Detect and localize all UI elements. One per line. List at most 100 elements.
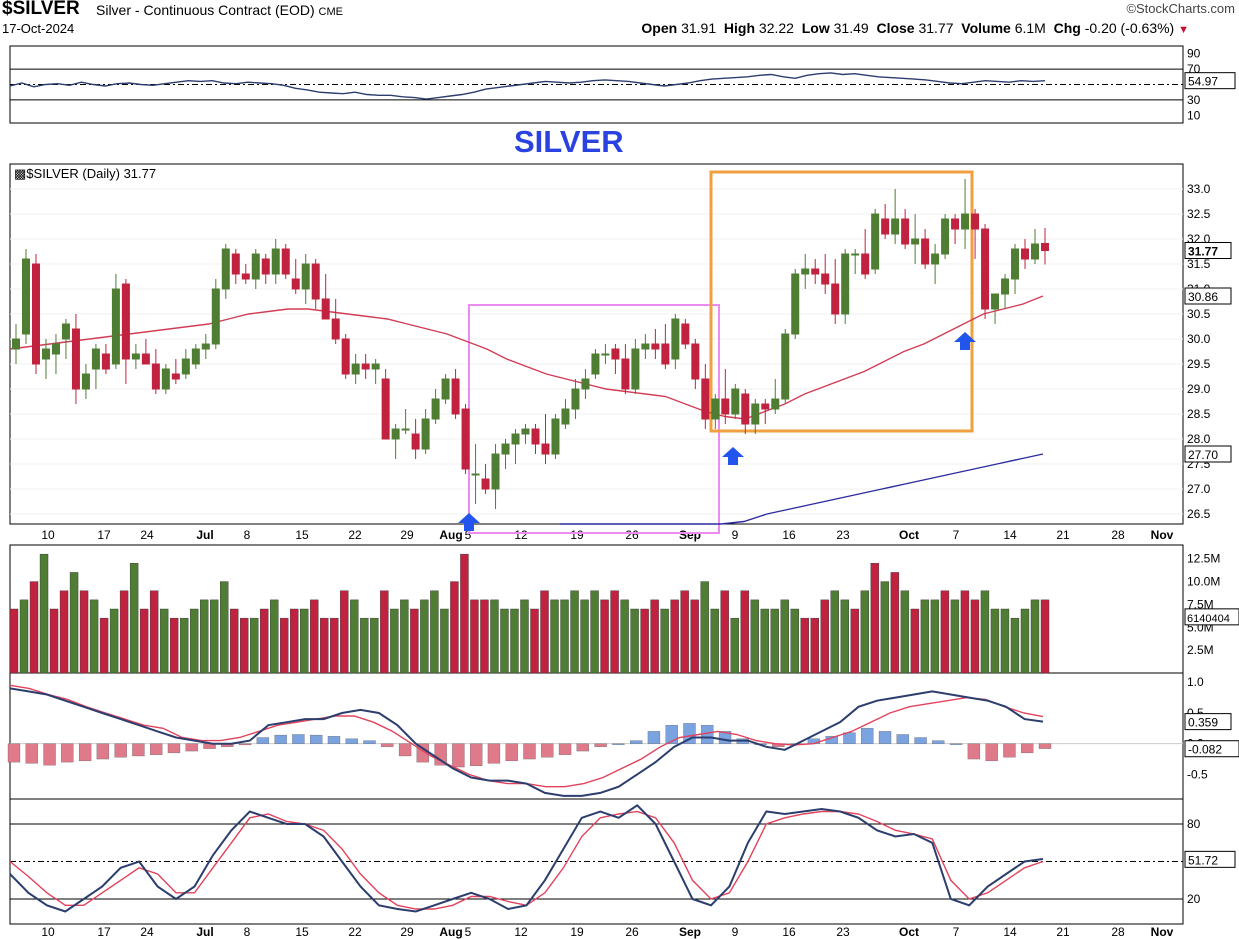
bottom-x-tick-label: 17 xyxy=(97,925,111,939)
candle-body xyxy=(661,343,670,365)
candle-body xyxy=(731,388,740,415)
brand-logo[interactable]: ©StockCharts.com xyxy=(1126,1,1235,16)
macd-histogram-bar xyxy=(878,731,892,744)
candle-body xyxy=(801,268,810,275)
stoch-value-tag-label: 51.72 xyxy=(1188,853,1218,867)
price-value-tag-label: 31.77 xyxy=(1188,245,1218,259)
volume-bar xyxy=(330,617,339,674)
volume-bar xyxy=(950,599,960,674)
volume-bar xyxy=(360,617,369,674)
candle-body xyxy=(891,218,900,235)
candle-body xyxy=(851,253,860,256)
volume-bar xyxy=(940,590,950,674)
macd-histogram-bar xyxy=(541,743,554,758)
candle-body xyxy=(331,318,340,340)
volume-bar xyxy=(910,608,920,674)
candle-body xyxy=(931,253,940,265)
macd-histogram-bar xyxy=(61,743,74,763)
price-tick-label: 33.0 xyxy=(1187,182,1211,196)
volume-bar xyxy=(1010,617,1020,674)
candle-body xyxy=(41,348,50,360)
candle-body xyxy=(341,338,350,375)
volume-bar xyxy=(990,608,1000,674)
candle-body xyxy=(771,398,780,410)
candle-body xyxy=(151,363,160,390)
bottom-x-tick-label: 23 xyxy=(836,925,850,939)
candle-body xyxy=(811,268,820,275)
volume-bar xyxy=(149,590,159,674)
macd-histogram-bar xyxy=(398,743,412,757)
volume-bar xyxy=(340,590,349,674)
price-x-tick-label: 19 xyxy=(570,528,584,542)
volume-bar xyxy=(570,590,579,674)
volume-bar xyxy=(370,617,379,674)
macd-histogram-bar xyxy=(327,736,341,744)
candle-body xyxy=(51,343,60,355)
candle-body xyxy=(881,218,890,235)
volume-bar xyxy=(790,608,799,674)
candle-body xyxy=(291,278,300,290)
macd-histogram-bar xyxy=(43,743,56,766)
candle-body xyxy=(981,228,990,310)
volume-bar xyxy=(980,590,990,674)
macd-histogram-bar xyxy=(452,743,465,768)
volume-bar xyxy=(1020,608,1030,674)
candle-body xyxy=(591,353,600,375)
macd-histogram-bar xyxy=(256,737,270,744)
volume-bar xyxy=(970,599,980,674)
candle-body xyxy=(521,428,530,435)
macd-tick-label: -0.5 xyxy=(1187,767,1208,781)
panel-frame-rsi xyxy=(9,45,1184,124)
volume-bar xyxy=(490,599,499,674)
macd-histogram-bar xyxy=(345,738,358,744)
price-value-tag-label: 30.86 xyxy=(1188,290,1218,304)
volume-tick-label: 12.5M xyxy=(1187,552,1220,566)
close-value: 31.77 xyxy=(918,20,954,36)
macd-tick-label: 1.0 xyxy=(1187,675,1204,689)
bottom-x-tick-label: Nov xyxy=(1151,925,1174,939)
candle-body xyxy=(741,393,750,425)
candle-body xyxy=(271,248,280,275)
candle-body xyxy=(481,478,490,490)
price-tick-label: 28.5 xyxy=(1187,407,1211,421)
volume-bar xyxy=(750,599,759,674)
bottom-x-tick-label: Jul xyxy=(196,925,213,939)
volume-bar xyxy=(740,590,749,674)
volume-bar xyxy=(770,608,779,674)
description-text: Silver - Continuous Contract (EOD) xyxy=(96,2,315,18)
volume-bar xyxy=(840,599,850,674)
price-x-tick-label: 7 xyxy=(953,528,960,542)
volume-bar xyxy=(510,608,519,674)
volume-bar xyxy=(109,608,119,674)
macd-histogram-bar xyxy=(1003,743,1016,758)
volume-bar xyxy=(830,590,839,674)
volume-bar xyxy=(550,599,559,674)
candle-body xyxy=(821,273,830,285)
price-x-tick-label: Sep xyxy=(679,528,701,542)
volume-bar xyxy=(590,590,599,674)
panel-frame-stoch xyxy=(9,798,1184,925)
candle-body xyxy=(721,398,730,415)
macd-histogram-bar xyxy=(576,743,589,752)
chart-date: 17-Oct-2024 xyxy=(2,21,75,36)
volume-bar xyxy=(620,599,629,674)
up-arrow-icon xyxy=(722,447,744,465)
volume-bar xyxy=(900,590,910,674)
bottom-x-tick-label: 19 xyxy=(570,925,584,939)
candle-body xyxy=(401,428,410,431)
price-tick-label: 30.0 xyxy=(1187,332,1211,346)
candle-body xyxy=(351,363,360,375)
candle-body xyxy=(1041,243,1049,251)
price-tick-label: 30.5 xyxy=(1187,307,1211,321)
candle-body xyxy=(12,338,20,350)
bottom-x-tick-label: 24 xyxy=(140,925,154,939)
macd-histogram-bar xyxy=(505,743,518,762)
price-x-tick-label: 23 xyxy=(836,528,850,542)
rsi-value-tag-label: 54.97 xyxy=(1188,75,1218,89)
price-value-tag xyxy=(1184,445,1232,463)
low-value: 31.49 xyxy=(833,20,869,36)
volume-bar xyxy=(189,608,199,674)
volume-bar xyxy=(49,608,59,674)
macd-histogram-bar xyxy=(114,743,127,758)
candle-body xyxy=(391,428,400,440)
